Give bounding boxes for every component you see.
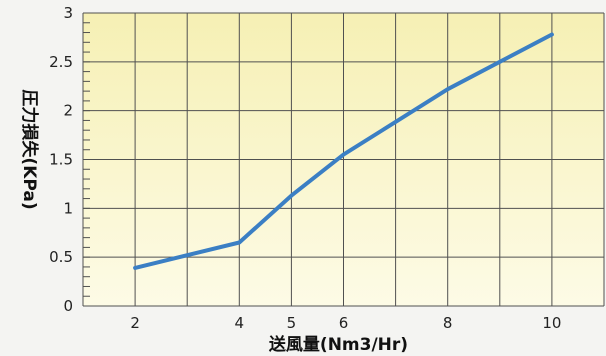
y-tick-label: 0.5 bbox=[49, 248, 73, 266]
y-tick-label: 1 bbox=[63, 199, 73, 217]
y-tick-label: 0 bbox=[63, 297, 73, 315]
x-tick-label: 4 bbox=[235, 314, 245, 332]
y-tick-label: 1.5 bbox=[49, 151, 73, 169]
series-line bbox=[133, 32, 554, 270]
y-tick-label: 2.5 bbox=[49, 53, 73, 71]
y-axis-title: 圧力損失(KPa) bbox=[19, 89, 40, 209]
x-tick-label: 10 bbox=[542, 314, 561, 332]
minor-ticks bbox=[83, 12, 90, 307]
y-tick-label: 2 bbox=[63, 102, 73, 120]
x-tick-label: 2 bbox=[130, 314, 140, 332]
y-tick-label: 3 bbox=[63, 4, 73, 22]
x-tick-label: 5 bbox=[287, 314, 297, 332]
x-axis-tick-labels: 2 4 5 6 8 10 bbox=[130, 314, 561, 332]
y-axis-tick-labels: 0 0.5 1 1.5 2 2.5 3 bbox=[49, 4, 73, 315]
x-axis-title: 送風量(Nm3/Hr) bbox=[269, 334, 408, 355]
x-tick-label: 8 bbox=[443, 314, 453, 332]
x-tick-label: 6 bbox=[339, 314, 349, 332]
